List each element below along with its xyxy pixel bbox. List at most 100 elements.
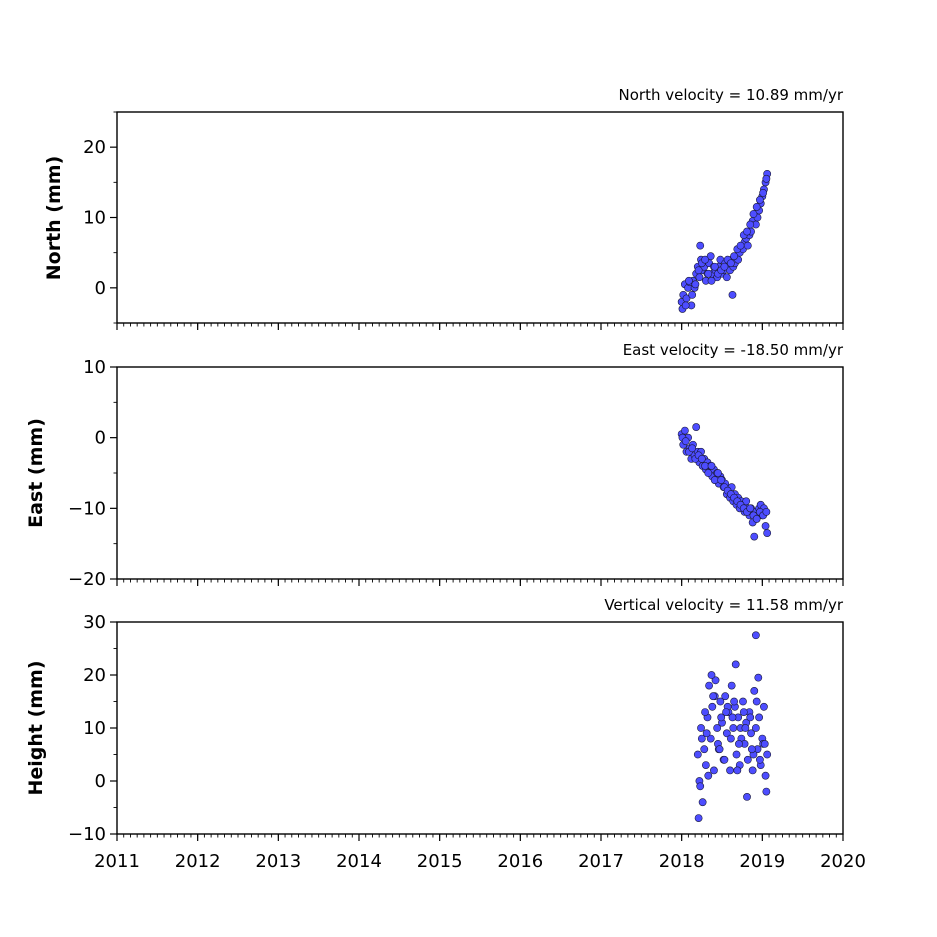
data-point: [728, 290, 737, 299]
y-tick-label: 30: [83, 612, 106, 633]
data-point: [762, 507, 771, 516]
data-point: [711, 676, 720, 685]
data-point: [691, 280, 700, 289]
north-panel: North velocity = 10.89 mm/yr North (mm) …: [43, 86, 844, 330]
east-points: [677, 423, 772, 541]
data-point: [713, 724, 722, 732]
data-point: [704, 469, 713, 477]
x-tick-label: 2019: [739, 851, 785, 872]
data-point: [727, 681, 736, 690]
data-point: [736, 241, 745, 250]
y-tick-label: 20: [83, 665, 106, 686]
data-point: [746, 713, 755, 722]
data-point: [693, 750, 702, 759]
height-panel: Vertical velocity = 11.58 mm/yr Height (…: [25, 596, 866, 872]
data-point: [688, 444, 697, 453]
y-tick-label: −20: [68, 569, 106, 590]
data-point: [701, 462, 709, 470]
data-point: [761, 771, 770, 780]
y-tick-label: 0: [95, 771, 106, 792]
data-point: [720, 755, 729, 764]
data-point: [762, 787, 771, 796]
y-tick-label: −10: [68, 824, 106, 845]
x-tick-label: 2018: [659, 851, 705, 872]
data-point: [739, 697, 747, 706]
data-point: [729, 724, 738, 732]
data-point: [694, 814, 703, 822]
data-point: [732, 750, 741, 759]
data-point: [706, 252, 715, 261]
data-point: [710, 766, 718, 775]
data-point: [763, 529, 772, 537]
data-point: [709, 692, 718, 701]
data-point: [750, 532, 759, 541]
east-ylabel: East (mm): [25, 418, 47, 528]
data-point: [756, 196, 764, 204]
data-point: [700, 745, 709, 754]
data-point: [720, 262, 729, 271]
data-point: [714, 469, 722, 477]
data-point: [759, 188, 768, 197]
data-point: [681, 437, 690, 446]
y-tick-label: 10: [83, 718, 106, 739]
east-velocity-annotation: East velocity = -18.50 mm/yr: [623, 341, 844, 359]
data-point: [726, 259, 735, 268]
data-point: [746, 220, 755, 229]
north-velocity-annotation: North velocity = 10.89 mm/yr: [619, 86, 844, 104]
data-point: [722, 273, 731, 282]
data-point: [710, 262, 719, 271]
data-point: [701, 255, 709, 264]
data-point: [741, 724, 750, 732]
data-point: [707, 671, 716, 679]
data-point: [715, 745, 724, 754]
data-point: [685, 276, 693, 285]
data-point: [762, 174, 771, 183]
data-point: [730, 252, 738, 261]
data-point: [743, 227, 751, 236]
data-point: [731, 660, 740, 669]
data-point: [726, 734, 735, 743]
data-point: [707, 276, 716, 285]
height-ticks: 2011 2012 2013 2014 2015 2016 2017 2018 2019 2020…: [68, 612, 866, 872]
vertical-velocity-annotation: Vertical velocity = 11.58 mm/yr: [604, 596, 844, 614]
data-point: [752, 697, 761, 706]
north-points: [677, 169, 772, 313]
data-point: [747, 745, 756, 754]
data-point: [760, 702, 768, 711]
data-point: [752, 203, 761, 211]
data-point: [696, 241, 705, 250]
data-point: [754, 673, 763, 682]
data-point: [697, 724, 705, 732]
x-tick-label: 2013: [255, 851, 301, 872]
data-point: [751, 724, 760, 732]
data-point: [688, 290, 697, 299]
data-point: [726, 766, 734, 775]
height-ylabel: Height (mm): [25, 660, 47, 795]
y-tick-label: 20: [83, 137, 106, 158]
data-point: [708, 702, 717, 711]
data-point: [705, 681, 713, 690]
data-point: [728, 713, 737, 722]
data-point: [761, 522, 770, 530]
east-ticks: −20 −10 0 10: [68, 357, 844, 590]
data-point: [717, 713, 726, 722]
data-point: [743, 241, 752, 250]
data-point: [746, 504, 755, 513]
data-point: [748, 766, 757, 775]
data-point: [763, 750, 772, 759]
data-point: [716, 697, 725, 706]
data-point: [733, 766, 742, 775]
data-point: [707, 462, 716, 470]
data-point: [756, 755, 764, 764]
data-point: [692, 423, 701, 431]
north-axes-frame: [116, 111, 844, 324]
data-point: [735, 740, 743, 748]
data-point: [730, 697, 738, 706]
x-tick-label: 2020: [820, 851, 866, 872]
data-point: [739, 708, 748, 716]
data-point: [749, 210, 758, 218]
data-point: [704, 269, 713, 278]
data-point: [701, 708, 709, 716]
data-point: [694, 266, 703, 275]
